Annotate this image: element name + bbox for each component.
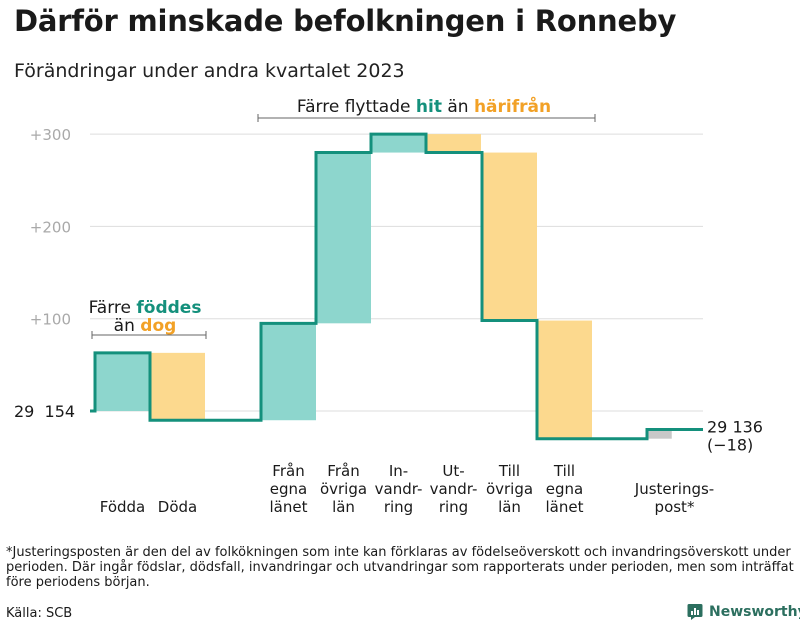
footnote: *Justeringsposten är den del av folkökni… xyxy=(6,545,794,590)
waterfall-bar xyxy=(537,320,592,439)
annotation-births-text: Färre xyxy=(89,298,137,318)
brand[interactable]: Newsworthy xyxy=(687,603,800,621)
y-tick-label: +200 xyxy=(30,218,71,236)
waterfall-chart: Färre föddes än dog Färre flyttade hit ä… xyxy=(14,95,763,516)
annotation-deaths-text: än xyxy=(114,316,141,336)
x-tick-label: Döda xyxy=(158,498,197,516)
x-axis-labels: Födda DödaFrånegnalänetFrånövrigalänIn-va… xyxy=(100,462,714,516)
x-tick-label: post* xyxy=(655,498,695,516)
source-label: Källa: SCB xyxy=(6,606,73,621)
x-tick-label: vandr- xyxy=(375,480,423,498)
waterfall-bar xyxy=(316,152,371,324)
y-tick-label: +100 xyxy=(30,311,71,329)
annotation-births-line2: än dog xyxy=(114,316,177,336)
annotation-moves: Färre flyttade hit än härifrån xyxy=(297,95,551,117)
chart-subtitle: Förändringar under andra kvartalet 2023 xyxy=(14,60,405,82)
x-tick-label: ring xyxy=(384,498,413,516)
newsworthy-logo-icon xyxy=(687,604,703,620)
annotation-births-highlight: föddes xyxy=(136,298,201,318)
waterfall-bar xyxy=(150,352,205,421)
x-tick-label: vandr- xyxy=(430,480,478,498)
brand-name: Newsworthy xyxy=(709,604,800,620)
x-tick-label: övriga xyxy=(486,480,533,498)
x-tick-label: Ut- xyxy=(442,462,464,480)
x-tick-label: ring xyxy=(439,498,468,516)
annotation-moves-mid: än xyxy=(442,97,474,117)
annotation-deaths-highlight: dog xyxy=(140,316,176,336)
end-value-label: 29 136 xyxy=(707,417,763,436)
annotation-moves-highlight-harifran: härifrån xyxy=(474,95,551,117)
x-tick-label: egna xyxy=(270,480,307,498)
annotation-births-line1: Färre föddes xyxy=(89,298,202,318)
x-tick-label: Från xyxy=(327,462,359,480)
annotation-moves-highlight-hit: hit xyxy=(416,97,442,117)
x-tick-label: Till xyxy=(553,462,575,480)
annotations: Färre föddes än dog Färre flyttade hit ä… xyxy=(89,95,596,339)
x-tick-label: egna xyxy=(546,480,583,498)
x-tick-label: övriga xyxy=(320,480,367,498)
x-tick-label: Till xyxy=(498,462,520,480)
bars xyxy=(95,134,672,439)
y-tick-label: +300 xyxy=(30,126,71,144)
x-tick-label: län xyxy=(332,498,355,516)
x-tick-label: Födda xyxy=(100,498,146,516)
waterfall-bar xyxy=(261,323,316,421)
waterfall-bar xyxy=(371,134,426,153)
waterfall-bar xyxy=(482,152,537,321)
y-axis-labels: +300 +200 +100 xyxy=(30,126,71,329)
x-tick-label: Från xyxy=(272,462,304,480)
running-total-path xyxy=(90,132,703,441)
waterfall-bar xyxy=(426,134,481,153)
x-tick-label: län xyxy=(498,498,521,516)
running-total-line xyxy=(90,132,703,441)
waterfall-bar xyxy=(95,352,150,411)
x-tick-label: In- xyxy=(389,462,408,480)
x-tick-label: länet xyxy=(270,498,308,516)
waterfall-bar xyxy=(647,429,672,439)
chart-title: Därför minskade befolkningen i Ronneby xyxy=(14,4,677,38)
start-value-label: 29 154 xyxy=(14,402,75,421)
x-tick-label: länet xyxy=(546,498,584,516)
x-tick-label: Justerings- xyxy=(634,480,714,498)
annotation-moves-text: Färre flyttade xyxy=(297,97,416,117)
end-change-label: (−18) xyxy=(707,435,753,454)
